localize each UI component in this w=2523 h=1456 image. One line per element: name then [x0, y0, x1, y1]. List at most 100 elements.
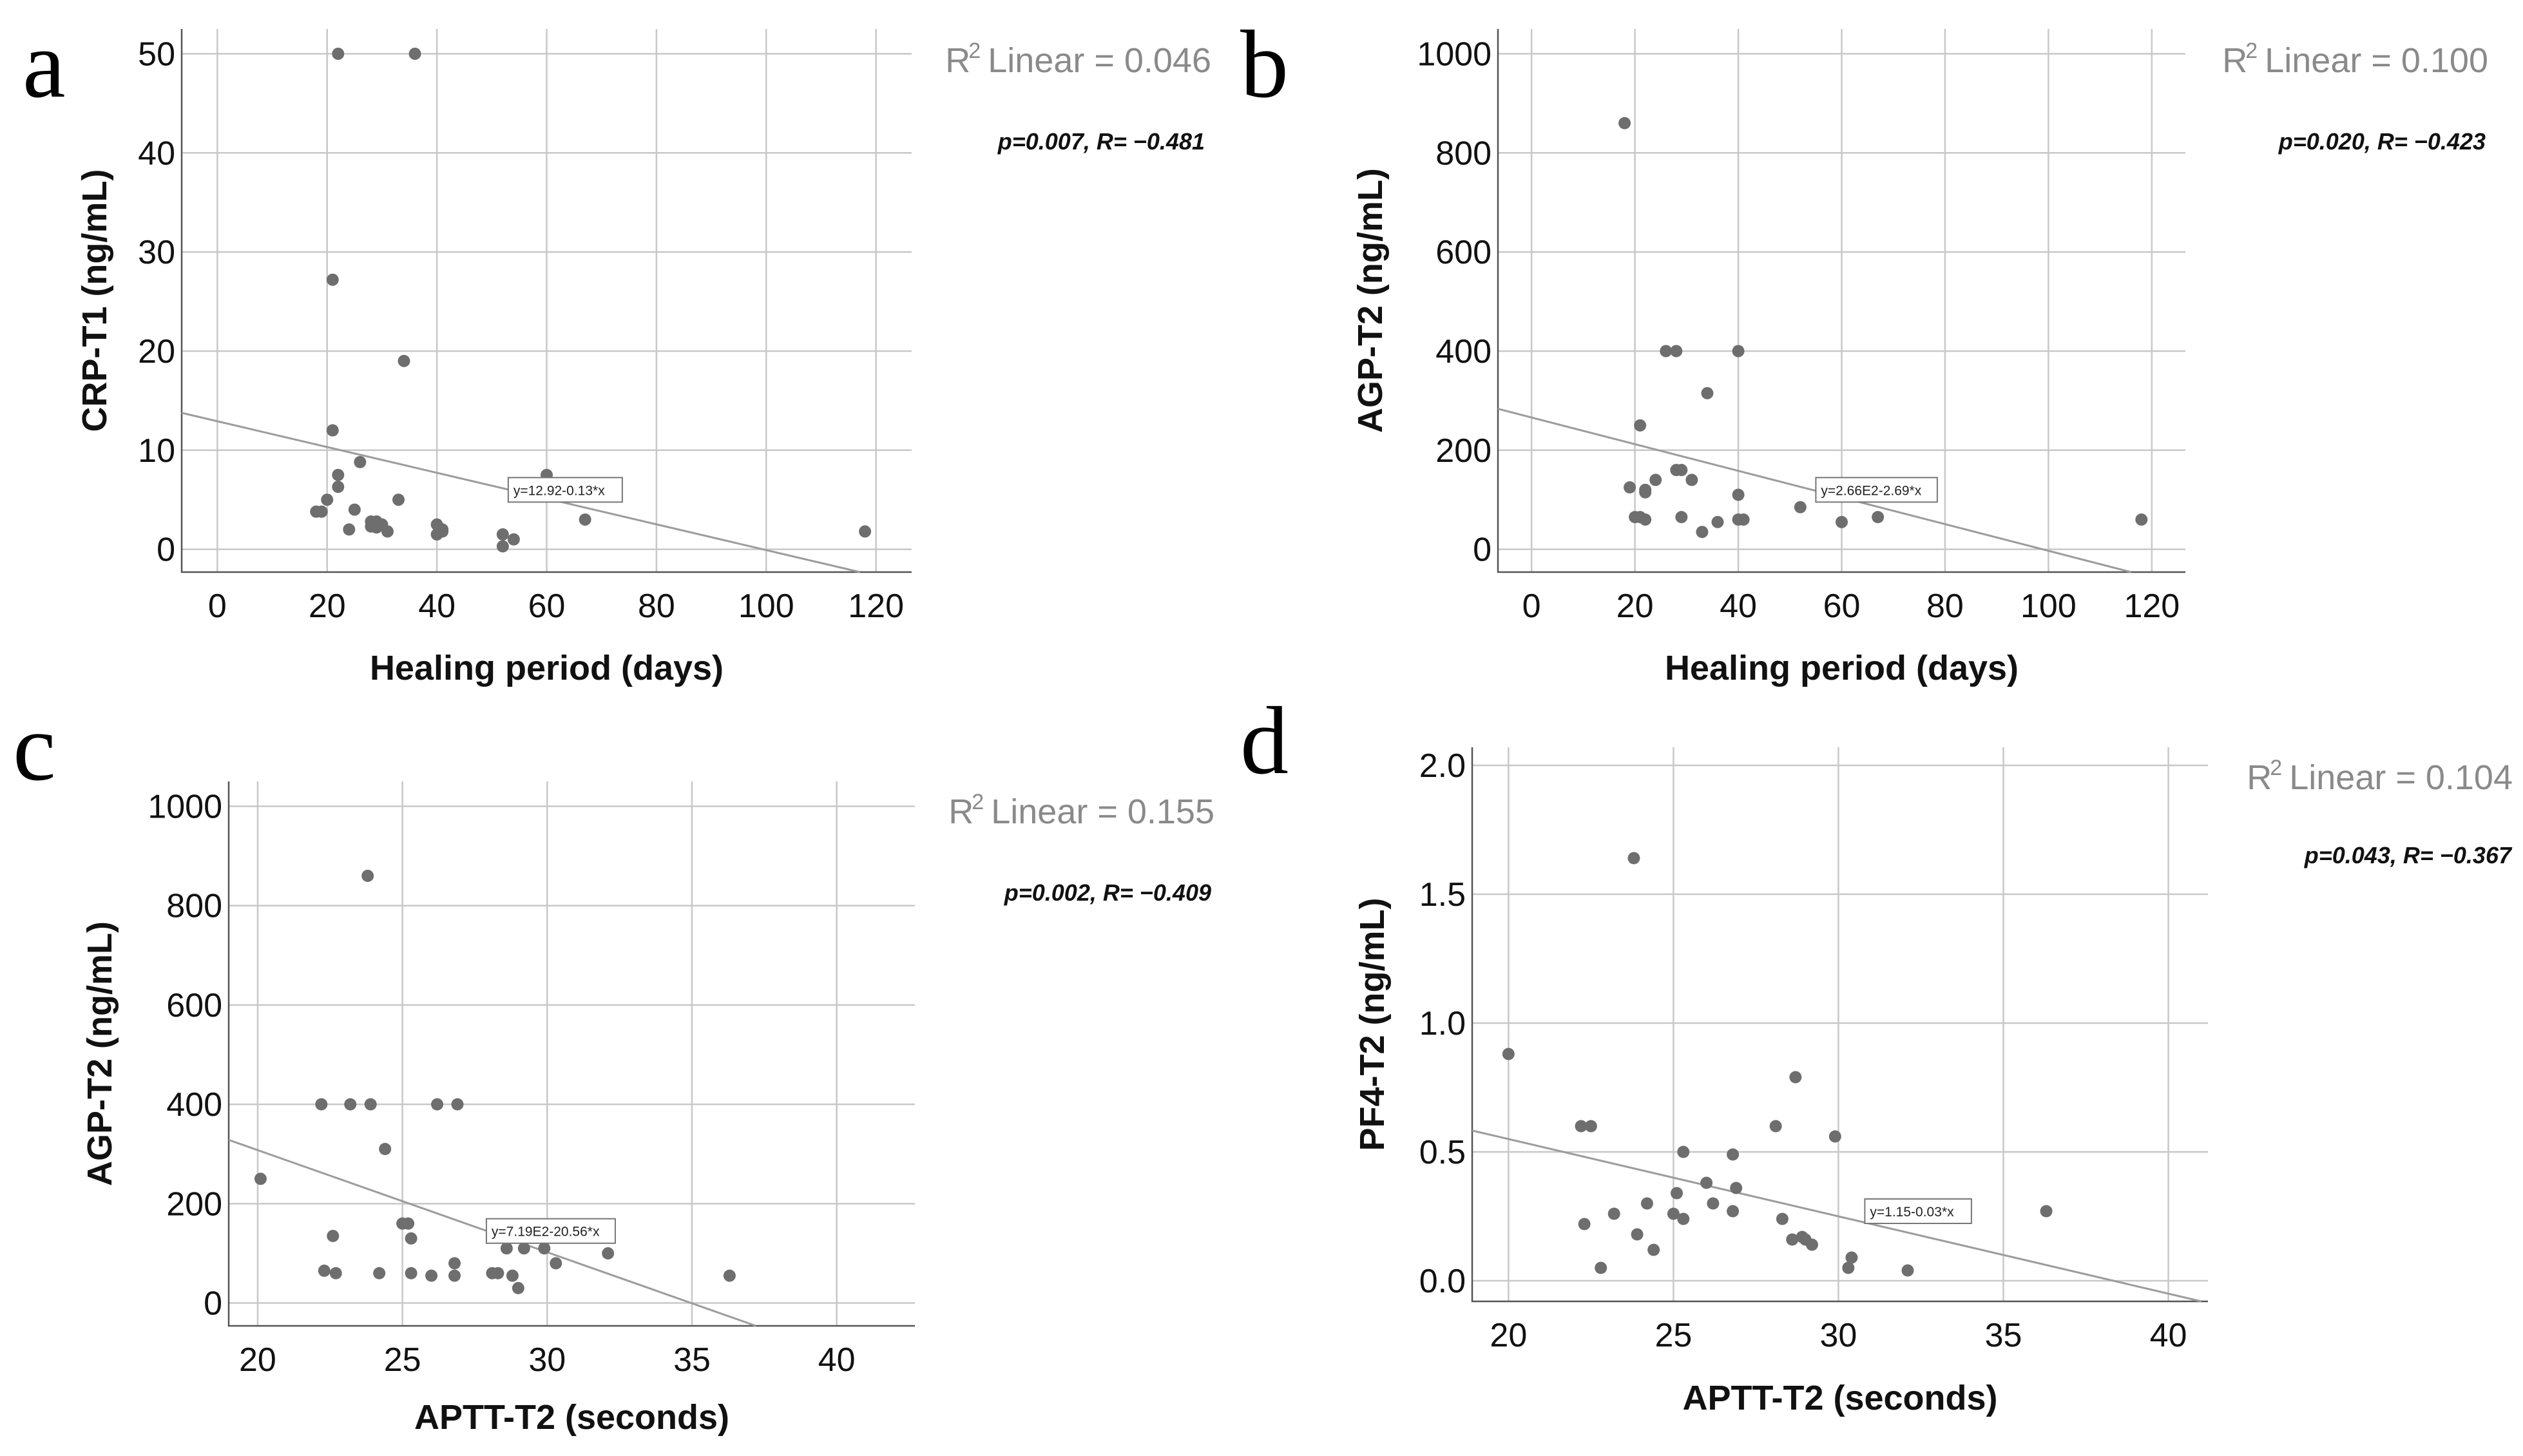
panel-c-y-tick-label: 600	[166, 987, 222, 1024]
panel-a-r2-exponent: 2	[968, 39, 981, 63]
panel-b-y-tick-label: 200	[1435, 432, 1492, 470]
panel-d-y-tick-label: 0.0	[1419, 1263, 1466, 1300]
panel-a-y-tick-label: 10	[138, 432, 175, 470]
panel-b-x-tick-label: 0	[1522, 588, 1541, 625]
panel-a-data-point	[348, 503, 361, 516]
panel-a-data-point	[354, 455, 367, 468]
panel-a-equation: y=12.92-0.13*x	[513, 483, 605, 498]
panel-a-r2-label: Linear = 0.046	[988, 41, 1211, 80]
panel-a-stats: p=0.007, R= −0.481	[997, 128, 1205, 155]
panel-a-equation-box	[507, 477, 623, 503]
panel-c-data-point	[448, 1269, 461, 1282]
panel-b-data-point	[1737, 513, 1750, 526]
panel-c-data-point	[538, 1242, 551, 1255]
panel-c-data-point	[448, 1257, 461, 1270]
panel-b-data-point	[1675, 511, 1688, 524]
panel-d-y-tick-label: 0.5	[1419, 1134, 1466, 1171]
panel-d-data-point	[1595, 1261, 1607, 1274]
panel-c-data-point	[329, 1267, 342, 1279]
panel-d-data-point	[1671, 1187, 1684, 1200]
panel-a-data-point	[326, 273, 339, 286]
panel-c-data-point	[379, 1143, 392, 1156]
panel-b-y-tick-label: 600	[1435, 234, 1492, 271]
panel-b-x-tick-label: 100	[2020, 588, 2077, 625]
panel-c-r2-label: Linear = 0.155	[991, 792, 1214, 831]
panel-b-data-point	[1670, 345, 1683, 358]
panel-c-data-point	[254, 1173, 267, 1185]
panel-d-data-point	[1776, 1212, 1789, 1225]
panel-a-y-tick-label: 0	[157, 532, 175, 569]
panel-d-y-tick-label: 2.0	[1419, 747, 1466, 785]
panel-a-data-point	[332, 47, 345, 60]
panel-d-data-point	[1640, 1197, 1653, 1210]
panel-c-data-point	[315, 1098, 328, 1111]
panel-c-data-point	[517, 1242, 530, 1255]
panel-d-data-point	[1607, 1207, 1620, 1220]
panel-c-data-point	[492, 1267, 504, 1279]
panel-c-y-axis-title: AGP-T2 (ng/mL)	[81, 921, 119, 1186]
panel-d-data-point	[1727, 1148, 1740, 1161]
panel-c-data-point	[723, 1269, 736, 1282]
panel-d-data-point	[1727, 1205, 1740, 1218]
panel-d-data-point	[1805, 1238, 1818, 1251]
panel-d-x-tick-label: 25	[1655, 1317, 1692, 1354]
panel-d-data-point	[1901, 1264, 1914, 1277]
panel-d-data-point	[1786, 1233, 1799, 1246]
panel-b-data-point	[1624, 481, 1636, 493]
panel-c-x-tick-label: 40	[818, 1341, 856, 1379]
panel-c-equation: y=7.19E2-20.56*x	[492, 1225, 600, 1240]
panel-b-r2-exponent: 2	[2245, 39, 2258, 63]
panel-d-data-point	[1677, 1212, 1690, 1225]
panel-a-data-point	[859, 525, 872, 538]
panel-a-x-tick-label: 60	[528, 588, 566, 625]
panel-d-x-axis-title: APTT-T2 (seconds)	[1682, 1379, 1997, 1417]
panel-d-data-point	[1845, 1251, 1858, 1264]
panel-d-data-point	[1730, 1182, 1743, 1194]
panel-b-data-point	[1618, 117, 1631, 129]
panel-b-tick-group: 0 20 40 60 80 100 120 0 200 400 600 800 1000	[1417, 29, 2185, 625]
panel-c-y-tick-label: 800	[166, 888, 222, 925]
panel-d-stats: p=0.043, R= −0.367	[2304, 842, 2513, 868]
panel-a-x-tick-label: 0	[208, 588, 227, 625]
panel-d-data-point	[1502, 1048, 1515, 1060]
panel-c-stats: p=0.002, R= −0.409	[1004, 879, 1211, 906]
panel-b-data-point	[1634, 419, 1647, 432]
panel-c-data-point	[425, 1269, 438, 1282]
panel-d-x-tick-label: 40	[2150, 1317, 2187, 1354]
panel-b-data-point	[1701, 387, 1714, 399]
panel-d: d 20 25 30 35 40 0.0 0.5 1.0 1.5 2.0 R 2 Linear =…	[1240, 687, 2513, 1417]
panel-b-data-point	[1794, 501, 1807, 513]
panel-a-data-point	[496, 528, 509, 541]
panel-b-data-point	[1696, 526, 1709, 539]
panel-a-x-axis-title: Healing period (days)	[370, 649, 724, 687]
panel-d-tick-group: 20 25 30 35 40 0.0 0.5 1.0 1.5 2.0	[1419, 747, 2208, 1354]
panel-b-x-axis-title: Healing period (days)	[1665, 649, 2019, 687]
panel-d-data-point	[1707, 1197, 1720, 1210]
panel-a-y-tick-label: 20	[138, 333, 175, 370]
panel-c-x-tick-label: 25	[384, 1341, 421, 1379]
panel-a-data-point	[408, 47, 421, 60]
panel-a-data-point	[496, 540, 509, 553]
panel-d-r2-label: Linear = 0.104	[2289, 758, 2513, 797]
panel-b-data-point	[1732, 345, 1745, 358]
panel-c-data-point	[506, 1269, 519, 1282]
panel-b-y-axis-title: AGP-T2 (ng/mL)	[1351, 168, 1390, 433]
panel-c-data-point	[364, 1098, 377, 1111]
panel-a-data-point	[579, 513, 591, 526]
panel-a: a 0 20 40 60 80 100 120 0 10 20 30 40 50 R 2 Linear …	[23, 11, 1211, 687]
panel-c-data-point	[318, 1264, 331, 1277]
panel-d-r2-exponent: 2	[2270, 756, 2282, 780]
panel-a-data-point	[507, 533, 520, 546]
panel-d-data-point	[1769, 1120, 1782, 1133]
panel-d-data-point	[1578, 1218, 1591, 1231]
panel-letter-c: c	[13, 694, 56, 801]
panel-d-data-point	[1631, 1228, 1644, 1241]
panel-b-x-tick-label: 60	[1823, 588, 1861, 625]
panel-b-equation-box	[1815, 477, 1938, 503]
panel-d-r2-prefix: R	[2247, 758, 2272, 797]
panel-a-points	[310, 47, 872, 553]
panel-c-axis-frame	[227, 781, 915, 1327]
panel-c-data-point	[361, 869, 374, 882]
panel-d-data-point	[1828, 1130, 1841, 1143]
